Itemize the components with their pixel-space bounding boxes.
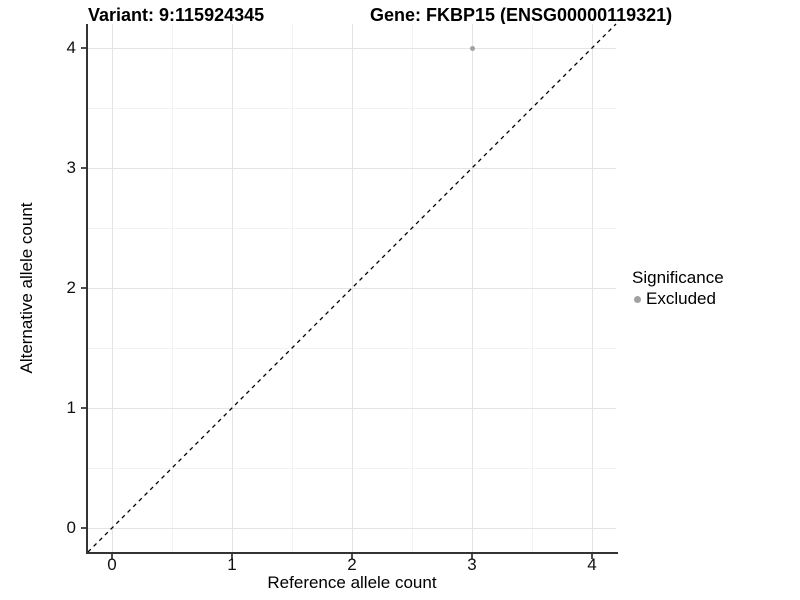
legend-entry: Excluded [632, 289, 724, 309]
x-tick-mark [231, 554, 233, 559]
y-tick-label: 2 [66, 278, 76, 297]
y-tick-label: 0 [66, 518, 76, 537]
y-tick-label: 3 [66, 158, 76, 177]
y-tick-label: 4 [66, 38, 76, 57]
y-tick-label: 1 [66, 398, 76, 417]
x-tick-label: 0 [107, 555, 117, 574]
legend-entry-label: Excluded [646, 289, 716, 308]
x-axis-title: Reference allele count [267, 573, 437, 592]
x-tick-mark [111, 554, 113, 559]
legend-title: Significance [632, 268, 724, 287]
gridline-major-horizontal [88, 287, 616, 289]
gridline-major-horizontal [88, 527, 616, 529]
y-tick-mark [81, 287, 86, 289]
x-tick-mark [591, 554, 593, 559]
x-tick-label: 3 [467, 555, 477, 574]
x-tick-label: 4 [587, 555, 597, 574]
plot-panel [87, 23, 617, 553]
identity-dashed-line [87, 23, 617, 553]
y-tick-mark [81, 167, 86, 169]
x-axis-ticks [88, 554, 616, 560]
data-point [469, 45, 475, 51]
legend-entries: Excluded [632, 289, 724, 309]
y-axis-title-text: Alternative allele count [17, 202, 36, 374]
gridline-major-horizontal [88, 407, 616, 409]
plot-title-gene: Gene: FKBP15 (ENSG00000119321) [370, 5, 673, 25]
x-tick-mark [471, 554, 473, 559]
x-axis-tick-labels: 0 1 2 3 4 [88, 556, 616, 574]
x-tick-label: 2 [347, 555, 357, 574]
y-axis-ticks [81, 24, 87, 552]
x-axis-line [86, 552, 618, 554]
y-axis-line [86, 24, 88, 554]
plot-title-variant: Variant: 9:115924345 [88, 5, 265, 25]
x-tick-mark [351, 554, 353, 559]
gridline-major-horizontal [88, 47, 616, 49]
y-tick-mark [81, 407, 86, 409]
x-tick-label: 1 [227, 555, 237, 574]
legend: Significance Excluded [632, 267, 724, 309]
gridline-major-horizontal [88, 167, 616, 169]
y-tick-mark [81, 47, 86, 49]
y-axis-tick-labels: 0 1 2 3 4 [38, 24, 78, 552]
legend-point-swatch [634, 295, 641, 303]
y-tick-mark [81, 527, 86, 529]
